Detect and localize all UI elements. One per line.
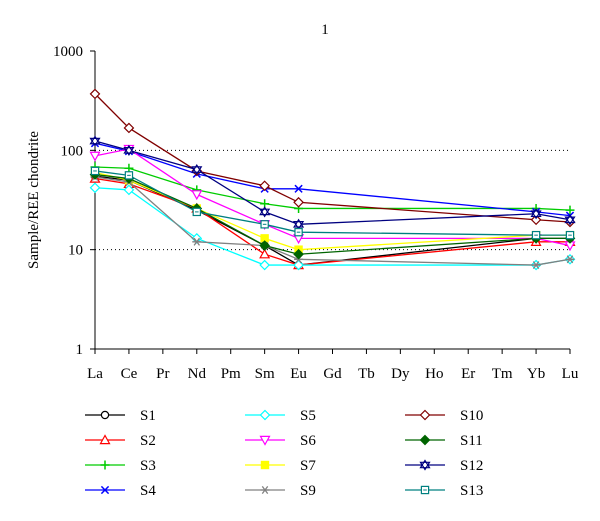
data-point: [419, 434, 431, 446]
legend-label: S7: [300, 458, 316, 474]
legend-label: S5: [300, 408, 316, 424]
x-tick-label: Pr: [156, 366, 169, 382]
series-lines: [89, 88, 576, 271]
legend-item-s7: S7: [245, 458, 316, 474]
data-point: [99, 434, 111, 445]
chart-title: 1: [321, 22, 329, 38]
x-tick-label: Ce: [121, 366, 138, 382]
legend-label: S12: [460, 458, 483, 474]
data-point-detail: [530, 210, 542, 220]
data-point: [419, 409, 431, 421]
data-point: [123, 122, 135, 134]
data-point: [530, 214, 542, 226]
legend-item-s11: S11: [405, 433, 483, 449]
legend: S1 S2 S3 S4 S5 S6 S7 S9 S10 S11 S12 S13: [85, 408, 483, 499]
data-point: [192, 237, 202, 246]
x-tick-label: Sm: [255, 366, 275, 382]
legend-item-s2: S2: [85, 433, 156, 449]
y-tick-label: 1000: [53, 44, 83, 60]
x-tick-label: Nd: [188, 366, 207, 382]
series-line: [94, 93, 571, 223]
x-tick-labels: La Ce Pr Nd Pm Sm Eu Gd Tb Dy Ho Er Tm Yb Lu: [87, 366, 579, 382]
x-tick-label: Eu: [290, 366, 307, 382]
y-tick-label: 1: [76, 342, 84, 358]
data-point-detail: [191, 166, 203, 176]
legend-label: S9: [300, 483, 316, 499]
x-tick-label: Gd: [323, 366, 342, 382]
data-point-detail: [123, 147, 135, 156]
data-point: [89, 151, 101, 162]
data-point-detail: [89, 137, 101, 147]
data-point-detail: [292, 221, 305, 230]
x-tick-label: Ho: [425, 366, 443, 382]
data-point: [259, 248, 271, 259]
data-point-detail: [259, 208, 271, 218]
data-point: [259, 240, 270, 251]
legend-label: S10: [460, 408, 483, 424]
x-tick-label: Yb: [527, 366, 545, 382]
data-point: [293, 248, 304, 260]
series-line: [94, 140, 571, 225]
data-point: [565, 205, 575, 215]
x-tick-label: Tb: [358, 366, 375, 382]
data-point: [259, 409, 271, 421]
data-point: [100, 485, 110, 495]
data-point: [259, 435, 271, 446]
x-tick-label: Lu: [562, 366, 579, 382]
data-point: [531, 261, 541, 270]
y-tick-labels: 1 10 100 1000: [53, 44, 83, 358]
data-point: [565, 255, 575, 264]
data-point-detail: [564, 216, 576, 226]
y-tick-label: 100: [61, 143, 84, 159]
legend-label: S6: [300, 433, 316, 449]
data-point-detail: [419, 461, 431, 471]
legend-item-s9: S9: [245, 483, 316, 499]
legend-label: S13: [460, 483, 483, 499]
series-s1: [90, 171, 575, 270]
data-point: [259, 180, 270, 192]
series-s9: [90, 172, 575, 270]
x-tick-label: Er: [461, 366, 475, 382]
series-s13: [90, 166, 575, 240]
series-s3: [90, 162, 575, 215]
y-tick-label: 10: [68, 243, 83, 259]
legend-label: S11: [460, 433, 483, 449]
legend-item-s3: S3: [85, 458, 156, 474]
data-point: [294, 184, 303, 193]
series-line: [94, 187, 571, 266]
axes: [90, 50, 571, 354]
legend-label: S2: [140, 433, 156, 449]
data-point: [260, 460, 270, 470]
legend-item-s12: S12: [405, 458, 483, 474]
x-tick-label: Dy: [391, 366, 410, 382]
data-point: [123, 184, 135, 196]
x-tick-label: La: [87, 366, 103, 382]
legend-label: S1: [140, 408, 156, 424]
y-axis-label: Sample/REE chondrite: [26, 131, 42, 269]
series-s12: [89, 135, 576, 230]
legend-item-s13: S13: [405, 483, 483, 499]
legend-label: S3: [140, 458, 156, 474]
data-point: [100, 460, 110, 470]
legend-item-s10: S10: [405, 408, 483, 424]
series-s10: [89, 88, 576, 228]
data-point: [293, 196, 304, 208]
data-point: [89, 88, 101, 100]
data-point: [259, 259, 270, 271]
data-point: [89, 182, 101, 194]
data-point: [100, 410, 110, 420]
legend-item-s1: S1: [85, 408, 156, 424]
data-point: [191, 190, 203, 201]
legend-item-s5: S5: [245, 408, 316, 424]
data-point: [260, 486, 270, 494]
legend-item-s6: S6: [245, 433, 316, 449]
x-tick-label: Tm: [492, 366, 513, 382]
legend-item-s4: S4: [85, 483, 156, 499]
legend-label: S4: [140, 483, 156, 499]
x-tick-label: Pm: [221, 366, 241, 382]
series-s2: [89, 172, 576, 270]
